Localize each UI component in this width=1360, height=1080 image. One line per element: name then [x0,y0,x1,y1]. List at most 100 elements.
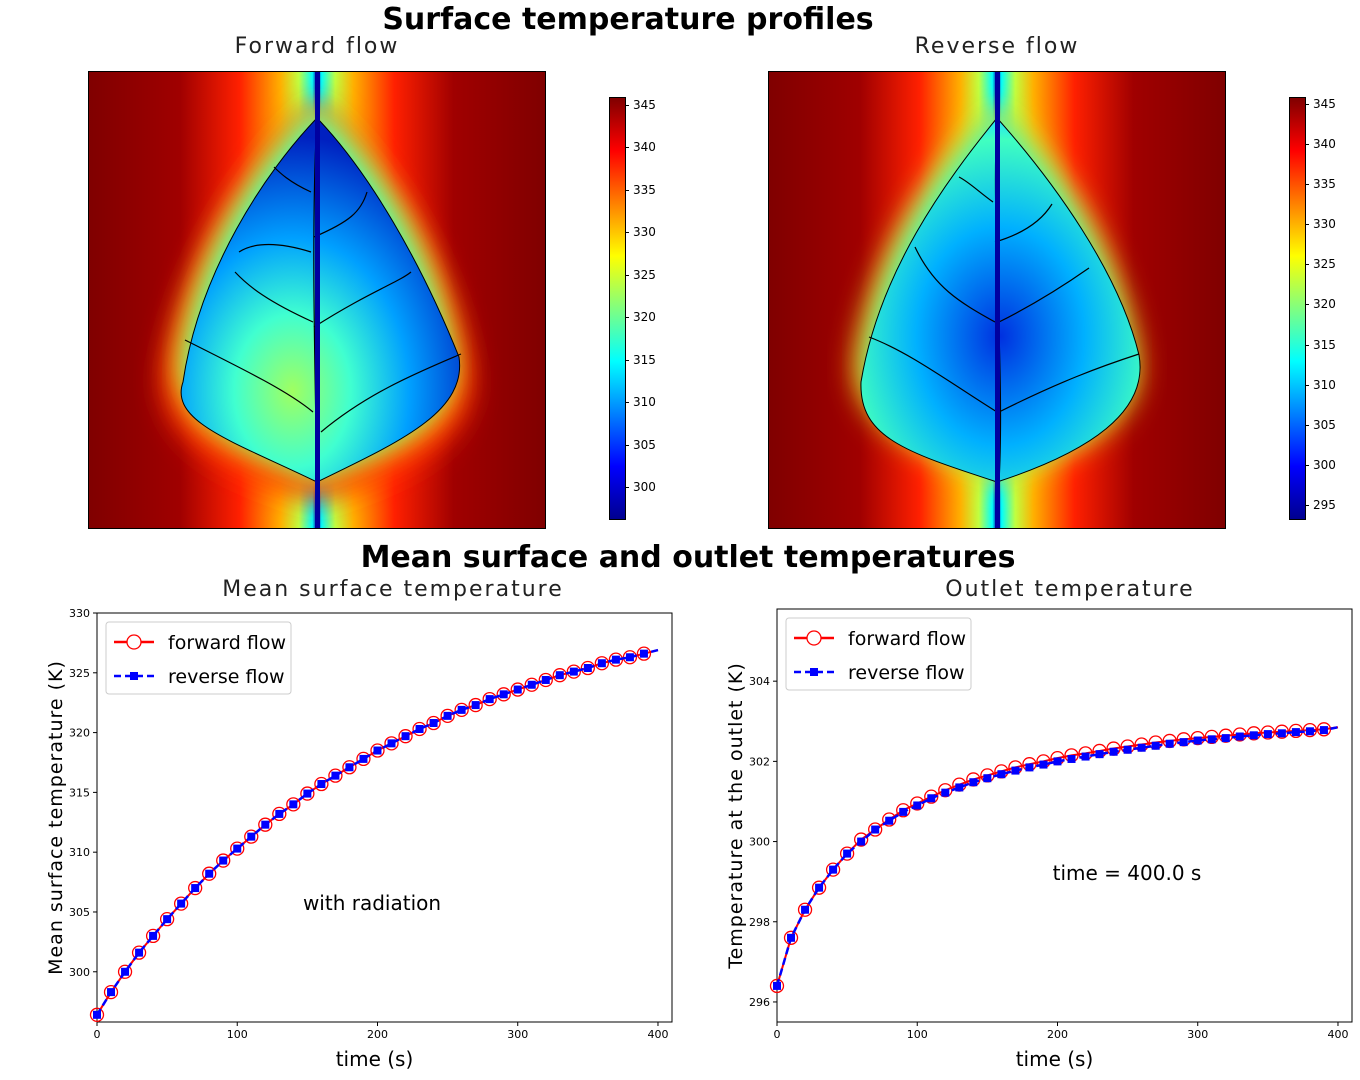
data-point-square [1137,743,1146,752]
data-point-circle [882,812,897,827]
data-point-circle [103,984,119,1000]
data-point-square [1109,747,1118,756]
data-point-square [1235,732,1244,741]
colorbar-tick-label: 340 [625,140,656,155]
heatmap-title-forward: Forward flow [234,34,400,59]
data-point-square [983,774,992,783]
data-point-square [555,671,564,680]
x-tick-label: 200 [1047,1028,1068,1041]
x-tick-label: 400 [647,1028,668,1041]
data-point-square [927,794,936,803]
data-point-circle [440,708,455,723]
data-point-circle [328,768,343,783]
data-point-square [303,789,312,798]
leaf-heatmap-forward [89,72,545,528]
data-point-circle [188,880,203,896]
data-point-circle [454,702,469,718]
data-point-square [1193,736,1202,745]
data-point-circle [566,664,581,679]
data-point-square [801,905,810,914]
data-point-circle [159,912,175,927]
y-tick-label: 305 [69,906,90,919]
y-axis-label: Temperature at the outlet (K) [725,662,747,970]
data-point-square [401,732,410,741]
data-point-square [1207,735,1216,744]
legend-label: forward flow [848,628,966,650]
data-point-square [913,801,922,810]
data-point-circle [272,806,287,822]
data-point-square [457,705,466,714]
data-point-square [261,820,270,829]
data-point-square [177,899,186,908]
colorbar-tick-label: 335 [625,182,656,197]
data-point-square [583,664,592,673]
data-point-square [1025,763,1034,772]
data-point-square [1179,738,1188,747]
data-point-square [597,659,606,668]
colorbar-tick-label: 345 [1305,97,1336,112]
legend-label: reverse flow [168,666,285,688]
data-point-circle [524,677,539,692]
heatmap-forward [88,71,546,529]
data-point-circle [797,902,813,917]
data-point-circle [145,928,161,944]
x-tick-label: 200 [367,1028,388,1041]
colorbar-tick-label: 345 [625,97,656,112]
x-tick-label: 100 [907,1028,928,1041]
y-tick-label: 320 [69,727,90,740]
data-point-circle [202,866,217,881]
x-tick-label: 400 [1327,1028,1348,1041]
data-point-circle [482,691,497,707]
data-point-circle [769,978,785,994]
y-tick-label: 304 [749,675,770,688]
data-point-square [429,719,438,728]
data-point-circle [300,786,315,801]
data-point-square [871,825,880,834]
legend-marker-circle [126,634,142,650]
data-point-circle [1246,726,1261,741]
data-point-square [443,711,452,720]
data-point-square [1277,729,1286,738]
y-axis-label: Mean surface temperature (K) [45,660,67,975]
data-point-circle [1260,725,1276,740]
x-tick-label: 300 [507,1028,528,1041]
chart-outlet-temperature: Outlet temperature 0 100 200 300 400 296 298 300… [725,577,1353,1071]
heatmap-title-reverse: Reverse flow [914,34,1080,59]
colorbar-tick-label: 320 [625,310,656,325]
colorbar-tick-label: 330 [1305,217,1336,232]
data-point-square [317,780,326,789]
data-point-circle [1218,728,1233,743]
data-point-square [1165,739,1174,748]
data-point-square [941,788,950,797]
data-point-square [163,915,172,924]
data-point-circle [868,822,883,837]
data-point-square [639,649,648,658]
data-point-square [373,746,382,755]
colorbar-tick-label: 335 [1305,177,1336,192]
data-point-square [885,816,894,825]
data-point-circle [398,729,413,744]
data-point-square [387,739,396,748]
data-point-circle [314,776,329,792]
data-point-square [955,783,964,792]
legend-marker-square [810,668,818,676]
data-point-square [499,690,508,699]
data-point-circle [117,964,133,979]
data-point-circle [594,656,610,671]
y-tick-label: 325 [69,667,90,680]
data-point-circle [258,817,273,832]
data-point-square [829,865,838,874]
data-point-square [1081,752,1090,761]
data-point-circle [244,829,259,844]
x-tick-label: 0 [94,1028,101,1041]
data-point-square [205,869,214,878]
data-point-circle [538,672,553,688]
leaf-heatmap-reverse [769,72,1225,528]
data-point-square [247,832,256,841]
data-point-square [969,778,978,787]
colorbar-tick-label: 300 [1305,457,1336,472]
data-point-square [997,770,1006,779]
data-point-circle [131,945,147,960]
data-point-square [773,981,781,990]
data-point-circle [426,715,441,731]
